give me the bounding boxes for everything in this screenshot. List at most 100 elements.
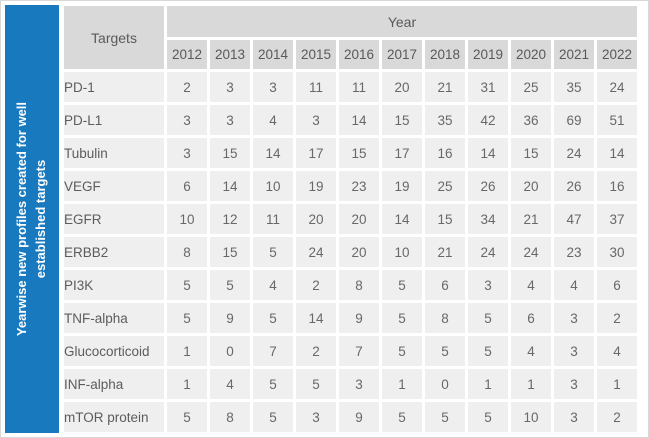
value-cell: 24 [554, 138, 594, 168]
value-cell: 6 [167, 171, 207, 201]
value-cell: 12 [210, 204, 250, 234]
value-cell: 5 [425, 336, 465, 366]
targets-column-header: Targets [64, 6, 164, 69]
value-cell: 3 [554, 369, 594, 399]
value-cell: 4 [511, 336, 551, 366]
value-cell: 34 [468, 204, 508, 234]
value-cell: 14 [468, 138, 508, 168]
target-name-cell: PD-1 [64, 72, 164, 102]
table-row: VEGF 6 14 10 19 23 19 25 26 20 26 16 [64, 171, 637, 201]
value-cell: 7 [339, 336, 379, 366]
value-cell: 4 [554, 270, 594, 300]
table-row: PI3K 5 5 4 2 8 5 6 3 4 4 6 [64, 270, 637, 300]
value-cell: 7 [253, 336, 293, 366]
value-cell: 4 [210, 369, 250, 399]
year-header-2012: 2012 [167, 40, 207, 69]
target-name-cell: PD-L1 [64, 105, 164, 135]
value-cell: 16 [597, 171, 637, 201]
value-cell: 4 [253, 105, 293, 135]
target-name-cell: Glucocorticoid [64, 336, 164, 366]
value-cell: 15 [511, 138, 551, 168]
value-cell: 10 [382, 237, 422, 267]
value-cell: 3 [167, 138, 207, 168]
value-cell: 1 [511, 369, 551, 399]
value-cell: 11 [339, 72, 379, 102]
value-cell: 1 [597, 369, 637, 399]
value-cell: 21 [425, 72, 465, 102]
table-row: PD-1 2 3 3 11 11 20 21 31 25 35 24 [64, 72, 637, 102]
year-header-row: 2012 2013 2014 2015 2016 2017 2018 2019 2020 2021… [64, 40, 637, 69]
year-header-2017: 2017 [382, 40, 422, 69]
value-cell: 4 [597, 336, 637, 366]
year-header-2013: 2013 [210, 40, 250, 69]
year-header-2019: 2019 [468, 40, 508, 69]
year-header-2021: 2021 [554, 40, 594, 69]
target-name-cell: TNF-alpha [64, 303, 164, 333]
table-header: Targets Year 2012 2013 2014 2015 2016 2017 201… [64, 6, 637, 69]
value-cell: 6 [597, 270, 637, 300]
group-header-row: Targets Year [64, 6, 637, 69]
value-cell: 8 [210, 402, 250, 432]
value-cell: 15 [210, 237, 250, 267]
value-cell: 3 [468, 270, 508, 300]
yearwise-profiles-table: Targets Year 2012 2013 2014 2015 2016 2017 201… [61, 3, 640, 435]
value-cell: 20 [511, 171, 551, 201]
value-cell: 25 [425, 171, 465, 201]
value-cell: 20 [296, 204, 336, 234]
value-cell: 3 [253, 72, 293, 102]
value-cell: 20 [382, 72, 422, 102]
value-cell: 5 [382, 303, 422, 333]
value-cell: 30 [597, 237, 637, 267]
sidebar-label-text: Yearwise new profiles created for well e… [14, 101, 48, 337]
value-cell: 5 [382, 402, 422, 432]
table-row: INF-alpha 1 4 5 5 3 1 0 1 1 3 1 [64, 369, 637, 399]
value-cell: 3 [554, 336, 594, 366]
value-cell: 10 [167, 204, 207, 234]
year-header-2014: 2014 [253, 40, 293, 69]
value-cell: 31 [468, 72, 508, 102]
value-cell: 6 [425, 270, 465, 300]
value-cell: 47 [554, 204, 594, 234]
value-cell: 14 [210, 171, 250, 201]
value-cell: 0 [210, 336, 250, 366]
value-cell: 14 [253, 138, 293, 168]
value-cell: 14 [339, 105, 379, 135]
year-header-2015: 2015 [296, 40, 336, 69]
value-cell: 20 [339, 204, 379, 234]
value-cell: 35 [554, 72, 594, 102]
value-cell: 69 [554, 105, 594, 135]
value-cell: 24 [296, 237, 336, 267]
value-cell: 2 [597, 402, 637, 432]
value-cell: 5 [210, 270, 250, 300]
target-name-cell: mTOR protein [64, 402, 164, 432]
target-name-cell: Tubulin [64, 138, 164, 168]
value-cell: 5 [253, 369, 293, 399]
value-cell: 1 [468, 369, 508, 399]
target-name-cell: EGFR [64, 204, 164, 234]
value-cell: 26 [468, 171, 508, 201]
table-row: TNF-alpha 5 9 5 14 9 5 8 5 6 3 2 [64, 303, 637, 333]
table-row: PD-L1 3 3 4 3 14 15 35 42 36 69 51 [64, 105, 637, 135]
value-cell: 5 [382, 336, 422, 366]
value-cell: 21 [425, 237, 465, 267]
value-cell: 15 [339, 138, 379, 168]
value-cell: 4 [253, 270, 293, 300]
sidebar-rotated-label: Yearwise new profiles created for well e… [5, 5, 59, 433]
year-header-2022: 2022 [597, 40, 637, 69]
value-cell: 0 [425, 369, 465, 399]
value-cell: 14 [382, 204, 422, 234]
value-cell: 11 [296, 72, 336, 102]
table-row: mTOR protein 5 8 5 3 9 5 5 5 10 3 2 [64, 402, 637, 432]
sidebar-accent-bar: Yearwise new profiles created for well e… [5, 5, 59, 433]
value-cell: 35 [425, 105, 465, 135]
value-cell: 51 [597, 105, 637, 135]
value-cell: 42 [468, 105, 508, 135]
year-header-2016: 2016 [339, 40, 379, 69]
table-row: EGFR 10 12 11 20 20 14 15 34 21 47 37 [64, 204, 637, 234]
value-cell: 3 [296, 402, 336, 432]
table-body: PD-1 2 3 3 11 11 20 21 31 25 35 24 PD-L1 3 3 4 3 14 15 35 42… [64, 72, 637, 432]
value-cell: 2 [167, 72, 207, 102]
value-cell: 3 [296, 105, 336, 135]
value-cell: 9 [339, 402, 379, 432]
value-cell: 37 [597, 204, 637, 234]
